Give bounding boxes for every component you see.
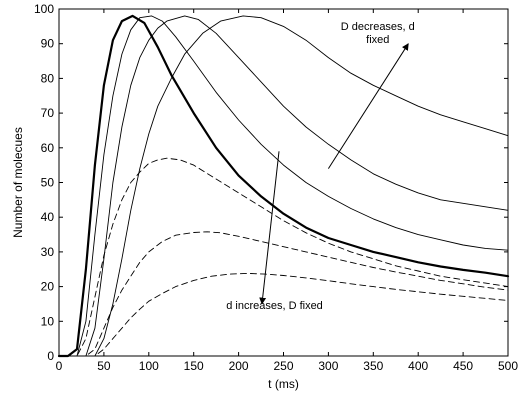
x-tick-label: 200 (229, 359, 249, 373)
series-line-3 (58, 15, 509, 357)
y-tick-label: 20 (41, 280, 55, 294)
x-tick-label: 500 (498, 359, 518, 373)
annotation-2: d increases, D fixed (226, 300, 323, 312)
y-tick-label: 0 (47, 349, 54, 363)
x-tick-label: 100 (139, 359, 159, 373)
x-tick-label: 0 (56, 359, 63, 373)
x-tick-label: 50 (97, 359, 111, 373)
series-line-2 (58, 15, 509, 357)
annotation-line: d increases, D fixed (226, 300, 323, 312)
y-tick-label: 100 (34, 2, 54, 16)
series-line-5 (58, 157, 509, 357)
series-line-4 (58, 15, 509, 357)
annotation-arrow-1 (327, 43, 409, 169)
y-tick-label: 10 (41, 314, 55, 328)
y-tick-label: 80 (41, 71, 55, 85)
y-tick-label: 30 (41, 245, 55, 259)
y-axis-title: Number of molecues (11, 127, 25, 238)
annotation-1: D decreases, d fixed (341, 21, 415, 46)
y-tick-label: 90 (41, 37, 55, 51)
x-tick-label: 450 (453, 359, 473, 373)
y-tick-label: 50 (41, 176, 55, 190)
annotation-line: D decreases, d (341, 21, 415, 33)
x-tick-label: 250 (273, 359, 293, 373)
y-tick-label: 40 (41, 210, 55, 224)
y-tick-label: 60 (41, 141, 55, 155)
y-tick-label: 70 (41, 106, 55, 120)
annotation-arrow-2 (259, 151, 280, 305)
series-line-7 (58, 272, 509, 357)
series-line-6 (58, 231, 509, 357)
x-tick-label: 150 (184, 359, 204, 373)
x-tick-label: 400 (408, 359, 428, 373)
series-line-1 (57, 14, 510, 358)
plot-area (58, 8, 509, 357)
annotation-line: fixed (366, 34, 389, 46)
x-axis-title: t (ms) (268, 377, 299, 391)
x-tick-label: 350 (363, 359, 383, 373)
x-tick-label: 300 (318, 359, 338, 373)
